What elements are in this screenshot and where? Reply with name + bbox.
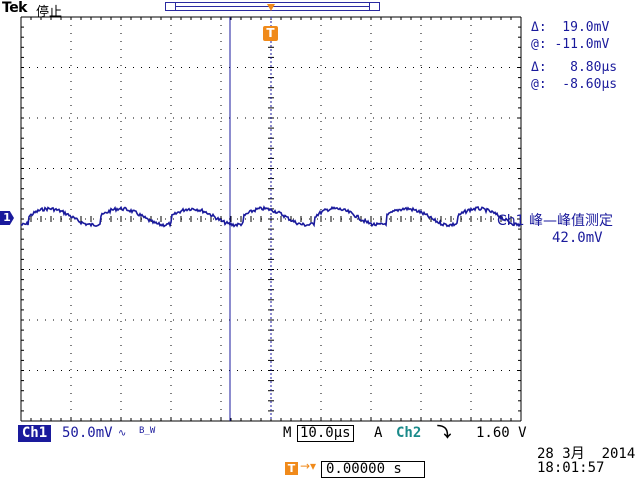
timebase-value[interactable]: 10.0µs: [297, 425, 354, 442]
trigger-mode-label: A: [374, 425, 383, 441]
ch1-tag[interactable]: Ch1: [18, 425, 51, 442]
record-length-bar: [165, 2, 380, 11]
ch1-waveform-trace: [20, 205, 522, 228]
time-at-readout: @: -8.60µs: [531, 77, 618, 92]
trigger-position-value[interactable]: 0.00000 s: [321, 461, 425, 478]
voltage-at-readout: @: -11.0mV: [531, 37, 610, 52]
trigger-source: Ch2: [396, 425, 422, 441]
run-state-label: 停止: [36, 5, 63, 20]
date-label: 28 3月 2014: [537, 446, 636, 462]
time-delta-readout: Δ: 8.80µs: [531, 60, 618, 75]
trigger-top-arrow-icon: [267, 4, 275, 11]
ch1-ground-marker-icon[interactable]: 1: [0, 211, 14, 225]
ch1-bandwidth-limit-icon: B_W: [139, 426, 156, 436]
measurement-label: Ch1 峰—峰值测定: [497, 213, 614, 229]
status-bar: Ch1 50.0mV ∿ B_W M 10.0µs A Ch2 ⤵ 1.60 V: [18, 425, 528, 443]
trigger-slope-icon: ⤵: [437, 425, 451, 441]
trigger-position-arrow-icon: →▾: [300, 459, 317, 473]
measurement-value: 42.0mV: [552, 230, 603, 246]
brand-logo: Tek: [2, 0, 28, 16]
trigger-level: 1.60 V: [476, 425, 527, 441]
voltage-delta-readout: Δ: 19.0mV: [531, 20, 610, 35]
timebase-label: M: [283, 425, 292, 441]
trigger-position-icon: T: [285, 462, 298, 475]
ch1-coupling-icon: ∿: [118, 428, 127, 439]
time-label: 18:01:57: [537, 460, 605, 476]
trigger-marker-icon[interactable]: T: [263, 26, 278, 41]
ch1-scale: 50.0mV: [62, 425, 113, 441]
